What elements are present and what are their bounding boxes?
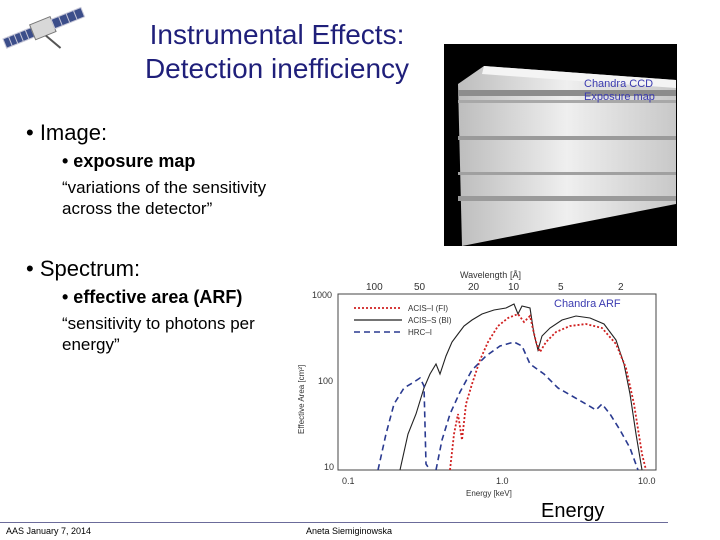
footer-author: Aneta Siemiginowska: [306, 526, 393, 536]
arf-quote-line2: energy”: [62, 335, 120, 354]
legend-acis-s: ACIS–S (BI): [408, 316, 452, 325]
x-tick-0-1: 0.1: [342, 476, 355, 486]
top-tick-2: 2: [618, 282, 624, 293]
top-tick-20: 20: [468, 282, 480, 293]
arf-sub-bullet: • effective area (ARF): [62, 287, 243, 307]
y-tick-100: 100: [318, 376, 333, 386]
arf-quote-line1: “sensitivity to photons per: [62, 314, 255, 333]
spectrum-bullet: • Spectrum:: [26, 256, 141, 281]
x-axis-label: Energy [keV]: [466, 489, 512, 498]
y-tick-1000: 1000: [312, 290, 332, 300]
exposure-map-caption-line2: Exposure map: [584, 91, 655, 103]
footer-date: AAS January 7, 2014: [6, 526, 92, 536]
y-tick-10: 10: [324, 462, 334, 472]
title-line-2: Detection inefficiency: [144, 53, 410, 84]
exposure-map-caption: Chandra CCD Exposure map: [584, 78, 655, 104]
exposure-map-image: [444, 44, 677, 246]
plot-frame: [337, 293, 657, 471]
arf-plot: Wavelength [Å] 100 50 20 10 5 2 1000 100…: [297, 270, 657, 498]
legend: ACIS–I (FI) ACIS–S (BI) HRC–I: [354, 304, 452, 337]
y-axis-label: Effective Area [cm²]: [297, 365, 306, 434]
footer-divider: [0, 522, 668, 523]
slide-title: Instrumental Effects: Detection ineffici…: [112, 18, 442, 86]
arf-curve-acis-i: [449, 312, 647, 471]
exposure-map-quote: “variations of the sensitivity across th…: [62, 177, 266, 219]
legend-hrc-i: HRC–I: [408, 328, 432, 337]
exposure-map-caption-line1: Chandra CCD: [584, 78, 654, 90]
arf-caption: Chandra ARF: [554, 298, 621, 310]
top-tick-5: 5: [558, 282, 564, 293]
title-line-1: Instrumental Effects:: [149, 19, 405, 50]
top-axis-label: Wavelength: [460, 270, 507, 280]
image-bullet: • Image:: [26, 120, 108, 145]
x-tick-10-0: 10.0: [638, 476, 656, 486]
legend-acis-i: ACIS–I (FI): [408, 304, 448, 313]
arf-curve-acis-s: [399, 303, 643, 471]
top-tick-10: 10: [508, 282, 520, 293]
exposure-map-sub-bullet: • exposure map: [62, 151, 196, 171]
x-tick-1-0: 1.0: [496, 476, 509, 486]
top-axis-unit: [Å]: [510, 270, 521, 280]
exposure-quote-line1: “variations of the sensitivity: [62, 178, 267, 197]
top-tick-50: 50: [414, 282, 426, 293]
energy-label: Energy: [541, 500, 605, 522]
exposure-quote-line2: across the detector”: [62, 199, 213, 218]
arf-quote: “sensitivity to photons per energy”: [62, 313, 255, 355]
satellite-logo: [2, 6, 86, 49]
top-tick-100: 100: [366, 282, 383, 293]
arf-curve-hrc-i: [377, 341, 639, 471]
